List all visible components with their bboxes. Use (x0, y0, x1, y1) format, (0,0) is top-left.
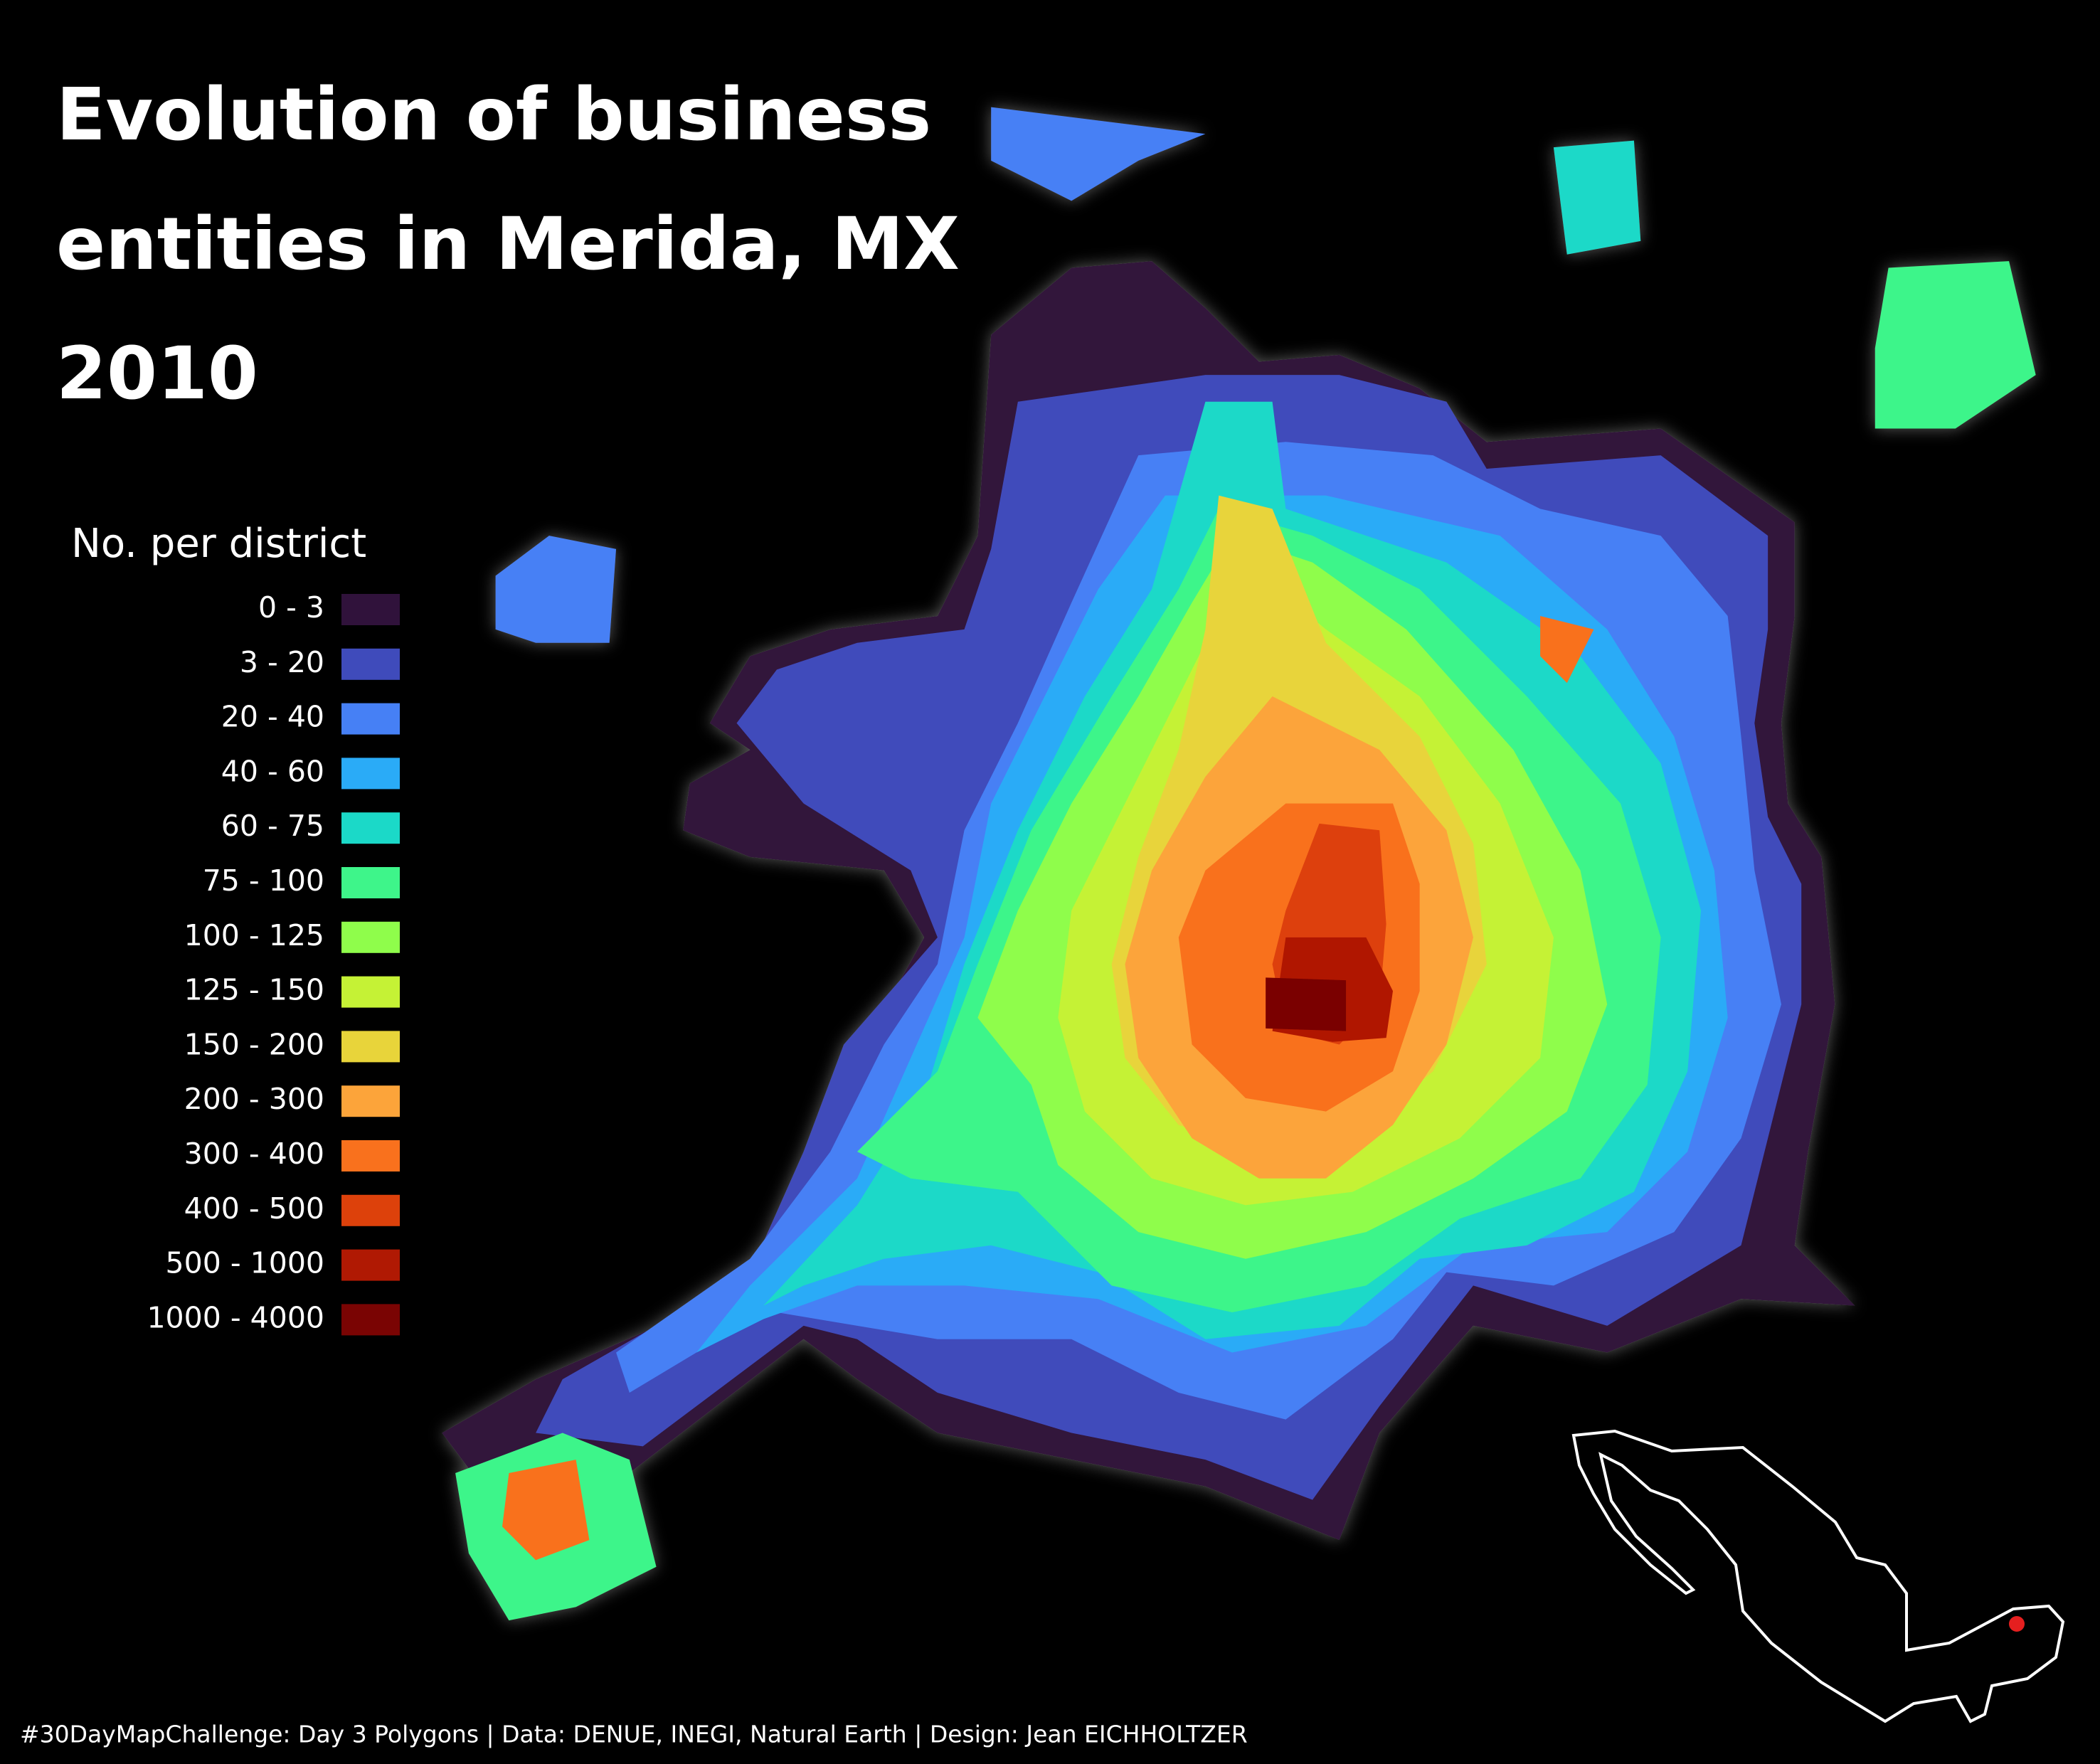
legend-label: 150 - 200 (184, 1027, 324, 1061)
legend-swatch (341, 1304, 400, 1336)
legend-swatch (341, 703, 400, 735)
title-line: 2010 (56, 331, 258, 416)
legend-label: 0 - 3 (258, 590, 324, 625)
location-marker (2009, 1616, 2025, 1632)
legend-swatch (341, 758, 400, 790)
district-zone (502, 1460, 590, 1561)
legend-label: 40 - 60 (221, 754, 324, 788)
legend-swatch (341, 594, 400, 625)
district-zone (991, 107, 1206, 201)
legend-label: 200 - 300 (184, 1082, 324, 1116)
district-zone (1553, 140, 1641, 255)
legend-swatch (341, 1194, 400, 1226)
legend-swatch (341, 976, 400, 1008)
legend-label: 60 - 75 (221, 809, 324, 843)
legend-label: 100 - 125 (184, 918, 324, 952)
legend-label: 20 - 40 (221, 700, 324, 734)
legend-label: 300 - 400 (184, 1137, 324, 1171)
legend-swatch (341, 648, 400, 680)
legend-swatch (341, 1085, 400, 1117)
legend-swatch (341, 812, 400, 844)
legend-title: No. per district (71, 521, 366, 567)
title-line: Evolution of business (56, 73, 931, 157)
legend-label: 1000 - 4000 (147, 1300, 324, 1334)
mexico-outline (1571, 1429, 2065, 1723)
legend-label: 400 - 500 (184, 1191, 324, 1226)
legend-swatch (341, 1140, 400, 1171)
city-map (442, 107, 2036, 1621)
legend-swatch (341, 1031, 400, 1063)
caption: #30DayMapChallenge: Day 3 Polygons | Dat… (20, 1721, 1248, 1748)
title-line: entities in Merida, MX (56, 202, 960, 287)
legend-label: 75 - 100 (203, 864, 324, 898)
district-zone (1540, 616, 1594, 684)
legend-swatch (341, 867, 400, 898)
legend-swatch (341, 921, 400, 953)
legend-label: 500 - 1000 (166, 1246, 324, 1280)
district-zone (1874, 261, 2036, 429)
mexico-inset (1571, 1429, 2065, 1723)
legend-swatch (341, 1249, 400, 1281)
district-zone (495, 536, 617, 643)
district-zone (1266, 977, 1347, 1031)
legend-label: 3 - 20 (240, 645, 324, 679)
legend-label: 125 - 150 (184, 973, 324, 1007)
